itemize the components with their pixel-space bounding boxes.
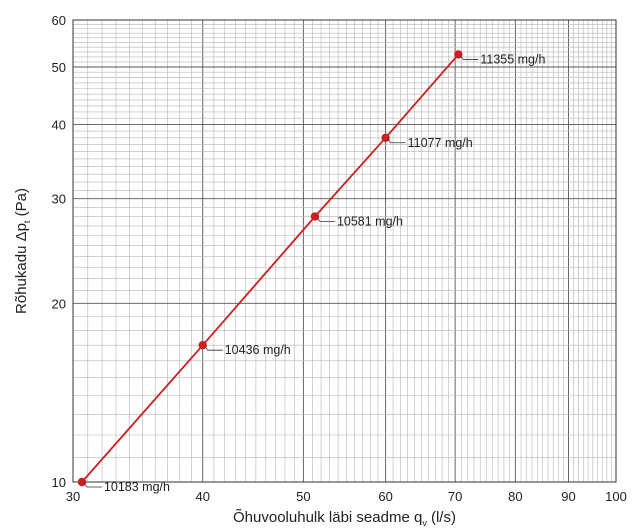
x-axis-label: Õhuvooluhulk läbi seadme qv (l/s) [233, 509, 456, 528]
data-label-leader [460, 55, 479, 60]
plot-frame [72, 19, 617, 483]
data-point [198, 340, 207, 350]
x-tick-label: 100 [605, 489, 627, 504]
data-label: 11355 mg/h [480, 52, 545, 66]
x-tick-label: 50 [296, 489, 310, 504]
y-axis-label: Rõhukadu Δpt (Pa) [13, 188, 32, 314]
x-tick-label: 40 [196, 489, 210, 504]
x-tick-label: 70 [448, 489, 462, 504]
y-tick-label: 40 [52, 118, 66, 133]
x-tick-label: 80 [508, 489, 522, 504]
x-tick-label: 60 [378, 489, 392, 504]
data-point [454, 50, 463, 59]
data-label: 10183 mg/h [104, 480, 170, 494]
x-axis: 30 40 50 60 70 80 90 100 [66, 489, 627, 504]
data-label: 10581 mg/h [337, 215, 403, 229]
y-tick-label: 10 [52, 475, 66, 490]
y-tick-label: 50 [52, 60, 66, 75]
x-tick-label: 90 [561, 489, 575, 504]
data-label-leader [316, 217, 335, 222]
data-label-leader [83, 482, 102, 488]
data-label: 11077 mg/h [408, 136, 473, 150]
grid [72, 19, 617, 483]
y-tick-label: 30 [52, 192, 66, 207]
x-tick-label: 30 [66, 489, 80, 504]
data-point [310, 212, 320, 221]
series-line [81, 53, 460, 483]
y-tick-label: 60 [52, 13, 66, 28]
data-label-leader [387, 138, 406, 144]
y-axis: 10 20 30 40 50 60 [52, 13, 66, 490]
series: 10183 mg/h 10436 mg/h 10581 mg/h 11077 mg/h… [77, 50, 545, 494]
data-point [381, 133, 390, 142]
data-point [77, 477, 87, 487]
data-label-leader [204, 345, 223, 351]
data-label: 10436 mg/h [225, 343, 291, 357]
y-tick-label: 20 [52, 296, 66, 311]
